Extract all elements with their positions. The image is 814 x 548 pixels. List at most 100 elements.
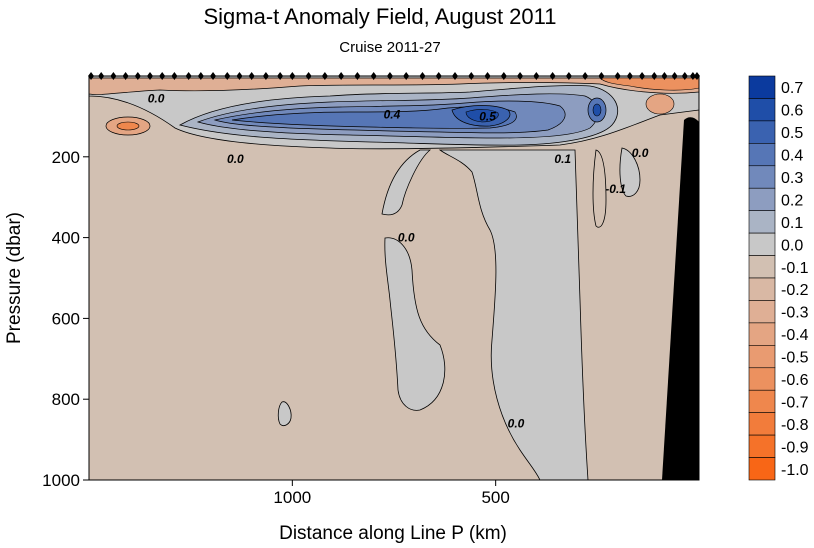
contour-label: 0.0 [227,152,244,166]
colorbar-label: 0.5 [781,125,803,142]
colorbar-swatch [748,412,776,436]
colorbar-swatch [748,322,776,346]
colorbar-label: -0.3 [781,305,809,322]
colorbar-swatch [748,457,776,481]
plot-area [89,76,699,480]
plot-frame [88,75,700,481]
station-marker [289,72,296,80]
colorbar-label: 0.6 [781,103,803,120]
colorbar-label: -0.4 [781,327,809,344]
contour-label: 0.0 [508,416,525,430]
station-marker [110,72,117,80]
station-marker [598,72,605,80]
y-axis: 200 400 600 800 1000 [42,148,89,490]
colorbar-label: 0.0 [781,237,803,254]
colorbar-label: -0.2 [781,282,809,299]
colorbar-swatch [748,389,776,413]
colorbar-swatch [748,434,776,458]
negative-lens-left-core [116,121,140,131]
colorbar-label: 0.4 [781,148,803,165]
colorbar-swatch [748,187,776,211]
station-marker [533,72,540,80]
station-marker [500,72,507,80]
zero-patch-small [277,401,292,426]
positive-band-0.4 [231,106,517,129]
zero-tongue-mid [384,237,446,411]
station-marker [517,72,524,80]
positive-eddy-right-core [592,103,602,117]
contour-label: 0.4 [384,107,401,121]
colorbar-swatch [748,98,776,122]
station-marker [681,72,688,80]
station-marker [689,72,696,80]
colorbar-label: -1.0 [781,462,809,479]
station-marker [582,72,589,80]
colorbar-label: 0.1 [781,215,803,232]
colorbar-label: -0.7 [781,394,809,411]
station-marker [354,72,361,80]
y-tick-label: 200 [52,148,80,167]
negative-surface-left [89,77,699,95]
station-marker [88,72,95,80]
colorbar-swatch [748,300,776,324]
contour-label: 0.0 [398,231,415,245]
colorbar-swatch [748,367,776,391]
colorbar-swatch [748,165,776,189]
station-marker [185,72,192,80]
station-marker [248,72,255,80]
positive-core-0.6 [465,109,499,123]
colorbar-label: 0.7 [781,80,803,97]
y-axis-label: Pressure (dbar) [4,212,25,344]
station-marker [484,72,491,80]
station-marker [693,72,700,80]
station-marker [370,72,377,80]
station-marker [651,72,658,80]
station-marker [435,72,442,80]
station-marker [614,72,621,80]
contour-label: -0.1 [605,182,626,196]
neg-lens-right [592,149,607,228]
station-marker [171,72,178,80]
colorbar-label: -0.8 [781,417,809,434]
y-tick-label: 600 [52,309,80,328]
contour-label: 0.5 [479,109,496,123]
x-tick-label: 500 [481,488,509,507]
y-tick-label: 400 [52,229,80,248]
station-marker [626,72,633,80]
contour-label: 0.1 [554,152,571,166]
station-marker [403,72,410,80]
colorbar-label: -0.6 [781,372,809,389]
station-marker [147,72,153,80]
colorbar-label: -0.5 [781,350,809,367]
colorbar-swatch [748,120,776,144]
station-marker [639,72,646,80]
station-marker [224,72,231,80]
station-marker [338,72,345,80]
colorbar-label: 0.2 [781,192,803,209]
station-marker [122,72,129,80]
station-marker [277,72,284,80]
colorbar-swatch [748,210,776,234]
station-marker [197,72,204,80]
station-marker [419,72,426,80]
station-marker [661,72,668,80]
station-marker [98,72,105,80]
colorbar-swatch [748,277,776,301]
y-tick-label: 1000 [42,471,80,490]
station-marker [468,72,475,80]
chart-subtitle: Cruise 2011-27 [339,39,440,56]
colorbar-label: -0.9 [781,439,809,456]
station-marker [549,72,556,80]
contour-label: 0.0 [632,146,649,160]
station-marker [236,72,243,80]
station-marker [321,72,328,80]
x-axis: 1000 500 [273,480,510,507]
zero-lens-right [619,147,641,197]
colorbar-swatch [748,75,776,99]
chart-title: Sigma-t Anomaly Field, August 2011 [203,4,556,29]
zero-tongue-deep [381,149,589,480]
colorbar: 0.7 0.6 0.5 0.4 0.3 0.2 0.1 0.0 -0.1 -0.2 -0.3 -0.4… [748,75,809,481]
colorbar-swatch [748,255,776,279]
station-marker [262,72,269,80]
